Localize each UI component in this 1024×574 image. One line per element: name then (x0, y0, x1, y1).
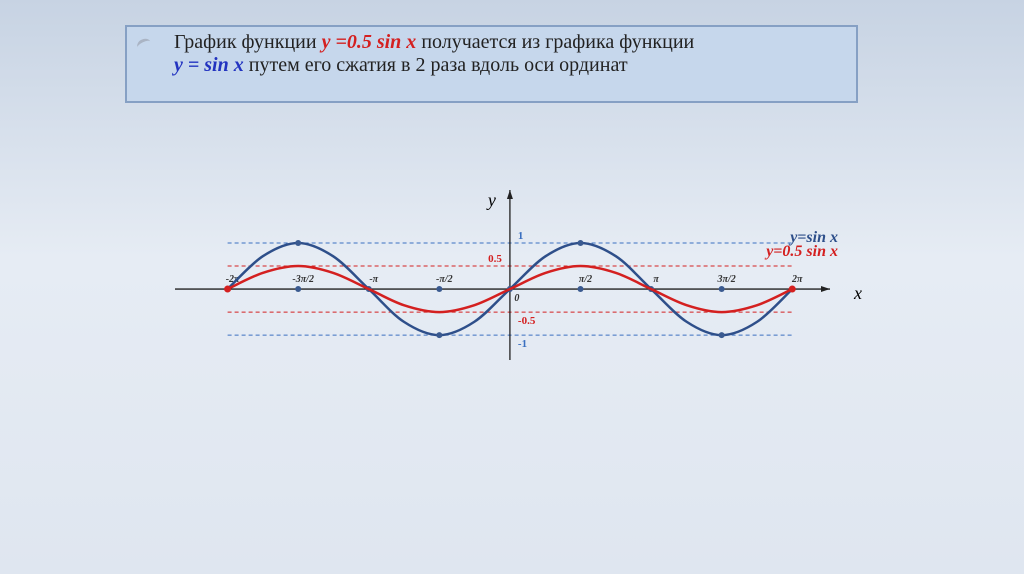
x-tick-dot (577, 286, 584, 293)
point (224, 285, 232, 293)
x-tick-dot (436, 286, 443, 293)
x-tick-label: 3π/2 (717, 274, 736, 285)
header-line: График функции y =0.5 sin x получается и… (174, 31, 694, 54)
y-axis-label: y (486, 190, 496, 210)
y-arrow (506, 190, 513, 199)
x-tick-dot (718, 286, 725, 293)
series-line (227, 264, 793, 314)
x-tick-label: -3π/2 (292, 274, 314, 285)
point (718, 332, 725, 339)
point (577, 239, 584, 246)
point (295, 239, 302, 246)
header-line: y = sin x путем его сжатия в 2 раза вдол… (174, 54, 628, 77)
x-tick-dot (295, 286, 302, 293)
header-box: График функции y =0.5 sin x получается и… (125, 25, 858, 103)
x-tick-label: π (653, 274, 659, 285)
legend-label: y=0.5 sin x (764, 243, 838, 260)
y-tick-label: -0.5 (518, 315, 536, 327)
point (788, 285, 796, 293)
header-text: y =0.5 sin x (321, 31, 417, 53)
header-text: получается из графика функции (416, 31, 695, 53)
header-text: y = sin x (174, 54, 244, 76)
x-axis-label: x (853, 283, 862, 303)
x-tick-label: π/2 (579, 274, 592, 285)
point (436, 332, 443, 339)
x-arrow (821, 286, 830, 293)
header-text: График функции (174, 31, 322, 53)
x-tick-label: -π (369, 274, 378, 285)
x-tick-label: -π/2 (436, 274, 453, 285)
x-tick-label: -2π (226, 274, 240, 285)
x-tick-label: 0 (514, 293, 519, 304)
header-text: путем его сжатия в 2 раза вдоль оси орди… (243, 54, 628, 76)
y-tick-label: 0.5 (488, 253, 502, 265)
y-tick-label: 1 (518, 230, 524, 242)
y-tick-label: -1 (518, 338, 527, 350)
legend-label: y=sin x (788, 229, 838, 246)
x-tick-label: 2π (791, 274, 803, 285)
